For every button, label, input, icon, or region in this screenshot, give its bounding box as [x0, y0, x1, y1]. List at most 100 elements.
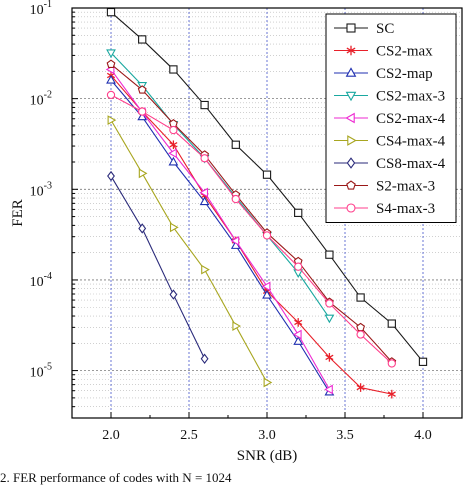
- data-point: [325, 299, 334, 308]
- data-point: [387, 359, 396, 368]
- star-stroke: [169, 142, 178, 148]
- data-point: [106, 7, 116, 17]
- legend-label: CS4-max-4: [376, 134, 446, 150]
- legend-marker: [345, 91, 357, 102]
- data-point: [324, 384, 333, 395]
- data-point: [294, 318, 303, 327]
- legend-entry: CS2-max-4: [334, 111, 446, 127]
- data-point: [201, 264, 210, 275]
- x-tick-label: 3.0: [258, 428, 276, 443]
- x-tick-label: 4.0: [414, 428, 432, 443]
- y-tick-label: 10-3: [30, 180, 52, 199]
- legend-label: CS2-max-4: [376, 111, 446, 127]
- series-line: [110, 94, 393, 364]
- data-point: [262, 231, 272, 240]
- legend-label: CS2-max-3: [376, 89, 445, 105]
- data-point: [169, 65, 178, 74]
- data-point: [106, 59, 116, 68]
- data-point: [325, 353, 334, 362]
- data-point: [294, 262, 303, 271]
- data-point: [199, 196, 210, 206]
- data-point: [168, 156, 179, 166]
- data-point: [232, 321, 242, 331]
- star-stroke: [387, 391, 396, 397]
- data-point: [168, 148, 177, 159]
- legend-label: CS8-max-4: [376, 156, 446, 172]
- data-point: [200, 100, 209, 110]
- x-tick-label: 2.5: [180, 428, 198, 443]
- star-stroke: [294, 319, 303, 326]
- series-line: [110, 119, 268, 383]
- data-point: [324, 314, 335, 324]
- data-point: [231, 140, 240, 149]
- data-point: [230, 235, 240, 246]
- data-point: [138, 168, 148, 179]
- data-point: [356, 293, 365, 302]
- legend-entry: SC: [334, 21, 394, 37]
- data-point: [263, 377, 273, 388]
- legend-marker: [346, 203, 356, 213]
- data-point: [293, 336, 304, 345]
- data-point: [199, 187, 209, 198]
- data-point: [387, 389, 396, 399]
- x-tick-label: 2.0: [102, 428, 120, 443]
- legend-marker: [346, 45, 356, 56]
- data-point: [262, 170, 272, 179]
- legend-label: CS2-max: [376, 44, 433, 60]
- y-tick-label: 10-5: [30, 362, 52, 381]
- x-tick-label: 3.5: [336, 428, 354, 443]
- series-line: [110, 52, 330, 319]
- data-point: [138, 35, 147, 44]
- series-s4-max-3: [106, 90, 396, 368]
- data-point: [169, 125, 178, 135]
- data-point: [262, 289, 272, 299]
- data-point: [107, 170, 115, 182]
- data-point: [294, 208, 303, 217]
- legend-entry: CS8-max-4: [334, 156, 446, 172]
- legend-entry: S4-max-3: [334, 201, 435, 217]
- data-point: [261, 281, 271, 292]
- legend-marker: [346, 23, 356, 33]
- legend-label: SC: [376, 21, 394, 37]
- legend-label: S4-max-3: [376, 201, 435, 217]
- y-axis-label: FER: [10, 199, 26, 227]
- data-point: [387, 319, 396, 328]
- figure-caption: 2. FER performance of codes with N = 102…: [0, 470, 232, 485]
- series-cs4-max-4: [107, 115, 273, 388]
- series-lines: [105, 7, 428, 399]
- data-point: [106, 90, 116, 100]
- legend-marker: [346, 180, 356, 190]
- series-line: [110, 75, 392, 395]
- legend-marker: [345, 67, 357, 77]
- legend: SC CS2-max CS2-map CS2-max-3 CS2-max-4 CS4-ma…: [325, 13, 457, 223]
- axis-ticks: 2.0 2.5 3.0 3.5 4.0 10-1 10-2 10-3 10-4 10-5: [30, 0, 463, 443]
- legend-marker: [345, 112, 355, 124]
- data-point: [107, 115, 117, 125]
- data-point: [325, 250, 334, 259]
- data-point: [169, 289, 178, 300]
- series-sc: [106, 7, 428, 366]
- y-tick-label: 10-1: [30, 0, 52, 18]
- series-cs8-max-4: [107, 170, 209, 365]
- data-point: [292, 329, 302, 340]
- data-point: [418, 357, 428, 366]
- series-line: [110, 63, 393, 363]
- legend-marker: [346, 157, 356, 169]
- series-line: [110, 79, 330, 393]
- data-point: [106, 49, 116, 59]
- y-tick-label: 10-2: [30, 90, 52, 109]
- data-point: [137, 85, 147, 94]
- data-point: [231, 194, 240, 204]
- legend-entry: CS2-max-3: [334, 89, 445, 105]
- legend-entry: CS2-map: [334, 66, 433, 82]
- series-line: [110, 175, 206, 360]
- legend-marker: [347, 135, 357, 146]
- y-tick-label: 10-4: [30, 271, 52, 290]
- series-line: [110, 69, 330, 390]
- legend-entry: CS4-max-4: [334, 134, 446, 150]
- data-point: [169, 140, 178, 150]
- data-point: [138, 107, 147, 116]
- star-stroke: [346, 47, 356, 54]
- data-point: [200, 154, 209, 163]
